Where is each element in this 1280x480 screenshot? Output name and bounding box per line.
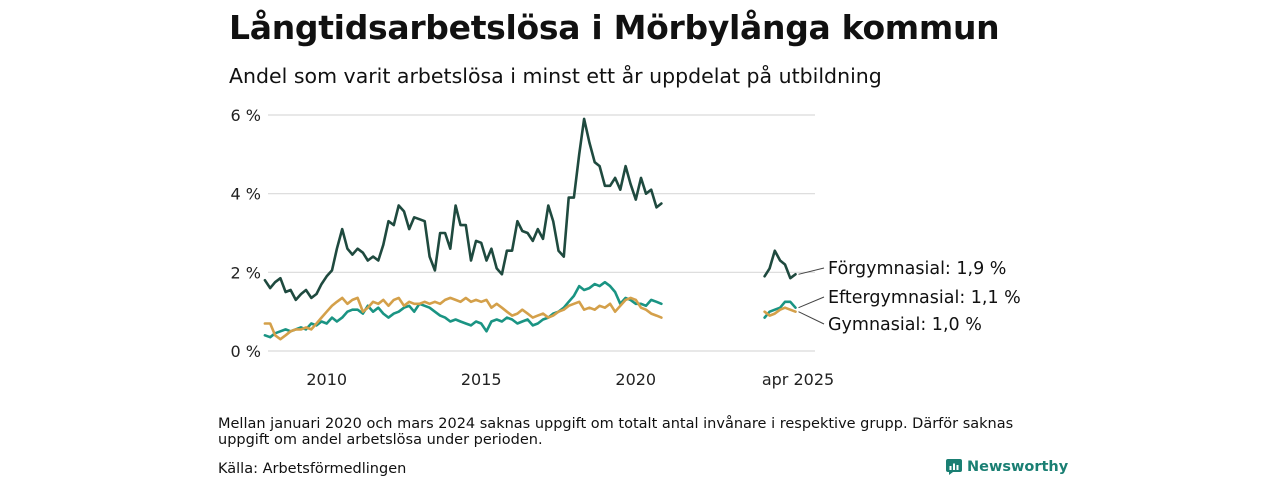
series-line-förgymnasial-0	[263, 117, 663, 302]
x-tick-label: 2015	[461, 370, 502, 389]
newsworthy-logo: Newsworthy	[946, 459, 1068, 475]
y-tick-label: 2 %	[231, 263, 261, 282]
source-note: Källa: Arbetsförmedlingen	[218, 461, 407, 477]
end-label: Gymnasial: 1,0 %	[828, 315, 982, 335]
y-tick-label: 4 %	[231, 185, 261, 204]
x-tick-label: 2010	[306, 370, 347, 389]
chart-subtitle: Andel som varit arbetslösa i minst ett å…	[229, 64, 882, 88]
series-line-eftergymnasial-0	[263, 280, 663, 339]
series-line-gymnasial-0	[263, 296, 663, 341]
series-line-gymnasial-1	[763, 306, 797, 317]
chart-title: Långtidsarbetslösa i Mörbylånga kommun	[229, 8, 1000, 47]
end-label-connector	[798, 311, 825, 325]
end-label-connector	[798, 267, 825, 275]
x-tick-label: 2020	[615, 370, 656, 389]
end-label: Förgymnasial: 1,9 %	[828, 259, 1006, 279]
newsworthy-logo-icon	[946, 459, 962, 475]
line-chart: 0 % 2 % 4 % 6 % 2010 2015 2020 apr 2025 Förgymna…	[231, 106, 1021, 389]
footnote: Mellan januari 2020 och mars 2024 saknas…	[218, 416, 1014, 448]
series-line-förgymnasial-1	[763, 249, 797, 280]
end-label: Eftergymnasial: 1,1 %	[828, 288, 1021, 308]
x-tick-label: apr 2025	[762, 370, 834, 389]
newsworthy-logo-text: Newsworthy	[967, 459, 1069, 475]
y-tick-label: 6 %	[231, 106, 261, 125]
y-tick-label: 0 %	[231, 342, 261, 361]
end-label-connector	[798, 296, 825, 309]
series-line-eftergymnasial-1	[763, 300, 797, 319]
